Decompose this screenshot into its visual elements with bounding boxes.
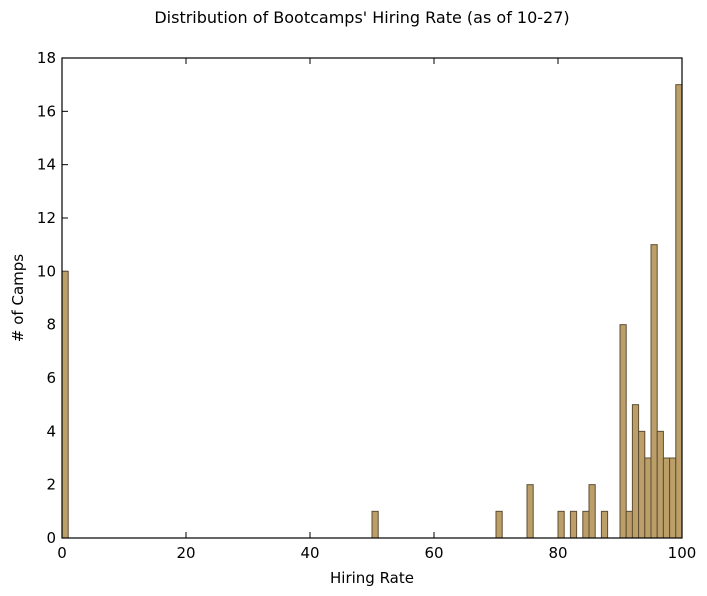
histogram-bar: [371, 510, 379, 539]
y-tick-label: 14: [37, 156, 56, 174]
y-tick-label: 16: [37, 102, 56, 120]
y-tick-label: 2: [46, 476, 56, 494]
histogram-bar: [588, 484, 596, 539]
y-tick-label: 10: [37, 262, 56, 280]
chart-title: Distribution of Bootcamps' Hiring Rate (…: [154, 8, 569, 27]
histogram-bar: [675, 84, 683, 539]
x-axis-label: Hiring Rate: [330, 569, 414, 587]
histogram-bar: [582, 510, 590, 539]
histogram-bar: [600, 510, 609, 539]
histogram-bar: [669, 457, 677, 539]
x-tick-label: 100: [668, 544, 697, 562]
x-axis-ticks: 0 20 40 60 80 100: [57, 58, 696, 562]
histogram-bar: [619, 324, 627, 539]
histogram-bar: [625, 510, 633, 539]
histogram-bar: [650, 244, 658, 539]
plot-frame: [61, 57, 683, 539]
x-tick-label: 20: [176, 544, 195, 562]
y-tick-label: 4: [46, 422, 56, 440]
histogram-bar: [495, 510, 503, 539]
y-axis-ticks: 0 2 4 6 8 10 12 14 16 18: [37, 49, 682, 547]
y-tick-label: 18: [37, 49, 56, 67]
histogram-bar: [61, 270, 69, 539]
y-tick-label: 6: [46, 369, 56, 387]
x-tick-label: 80: [548, 544, 567, 562]
histogram-bar: [638, 430, 646, 539]
x-tick-label: 0: [57, 544, 67, 562]
histogram-bar: [644, 457, 652, 539]
y-axis-label: # of Camps: [9, 254, 27, 342]
histogram-bar: [631, 404, 640, 539]
histogram-bar: [557, 510, 565, 539]
x-tick-label: 40: [300, 544, 319, 562]
bars-group: [61, 84, 683, 539]
y-tick-label: 8: [46, 316, 56, 334]
histogram-bar: [662, 457, 671, 539]
y-tick-label: 12: [37, 209, 56, 227]
histogram-bar: [656, 430, 664, 539]
y-tick-label: 0: [46, 529, 56, 547]
histogram-bar: [569, 510, 578, 539]
histogram-bar: [526, 484, 534, 539]
x-tick-label: 60: [424, 544, 443, 562]
